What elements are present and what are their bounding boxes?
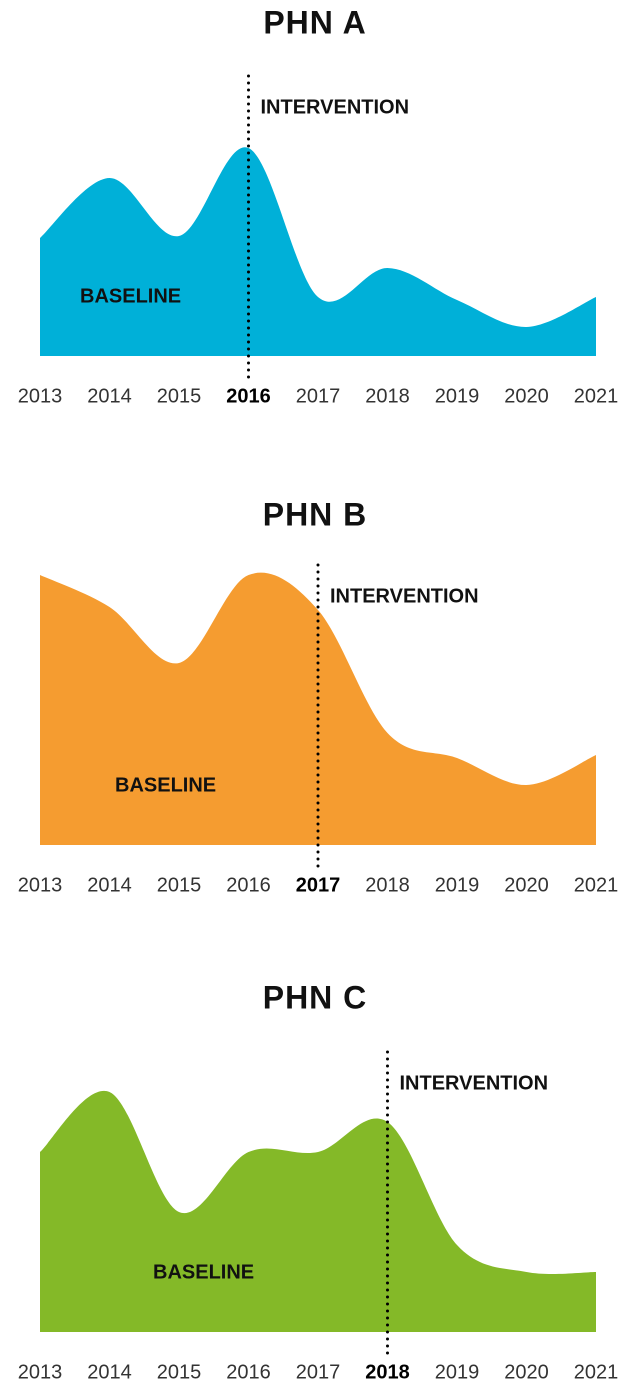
x-tick-label: 2018 bbox=[365, 874, 410, 896]
chart-title: PHN A bbox=[263, 4, 366, 40]
x-tick-label: 2013 bbox=[18, 385, 63, 407]
chart-title: PHN C bbox=[263, 979, 368, 1015]
x-tick-label: 2015 bbox=[157, 874, 202, 896]
x-tick-label: 2017 bbox=[296, 385, 341, 407]
x-tick-label: 2013 bbox=[18, 874, 63, 896]
x-tick-label: 2020 bbox=[504, 874, 549, 896]
intervention-label: INTERVENTION bbox=[261, 96, 410, 118]
area bbox=[40, 147, 596, 356]
chart-title: PHN B bbox=[263, 496, 368, 532]
x-tick-label: 2014 bbox=[87, 874, 132, 896]
x-tick-label: 2018 bbox=[365, 1361, 410, 1383]
x-tick-label: 2015 bbox=[157, 1361, 202, 1383]
baseline-label: BASELINE bbox=[80, 285, 181, 307]
x-tick-label: 2016 bbox=[226, 874, 271, 896]
x-tick-label: 2021 bbox=[574, 874, 619, 896]
x-tick-label: 2017 bbox=[296, 874, 341, 896]
intervention-label: INTERVENTION bbox=[330, 585, 479, 607]
x-tick-label: 2019 bbox=[435, 1361, 480, 1383]
baseline-label: BASELINE bbox=[115, 774, 216, 796]
x-tick-label: 2015 bbox=[157, 385, 202, 407]
x-tick-label: 2020 bbox=[504, 385, 549, 407]
x-tick-label: 2019 bbox=[435, 874, 480, 896]
area bbox=[40, 1090, 596, 1332]
area bbox=[40, 572, 596, 845]
x-tick-label: 2017 bbox=[296, 1361, 341, 1383]
x-tick-label: 2016 bbox=[226, 1361, 271, 1383]
x-tick-label: 2018 bbox=[365, 385, 410, 407]
intervention-label: INTERVENTION bbox=[400, 1072, 549, 1094]
x-tick-label: 2021 bbox=[574, 1361, 619, 1383]
x-tick-label: 2016 bbox=[226, 385, 271, 407]
baseline-label: BASELINE bbox=[153, 1261, 254, 1283]
x-tick-label: 2020 bbox=[504, 1361, 549, 1383]
x-tick-label: 2013 bbox=[18, 1361, 63, 1383]
x-tick-label: 2014 bbox=[87, 1361, 132, 1383]
x-tick-label: 2021 bbox=[574, 385, 619, 407]
x-tick-label: 2014 bbox=[87, 385, 132, 407]
x-tick-label: 2019 bbox=[435, 385, 480, 407]
